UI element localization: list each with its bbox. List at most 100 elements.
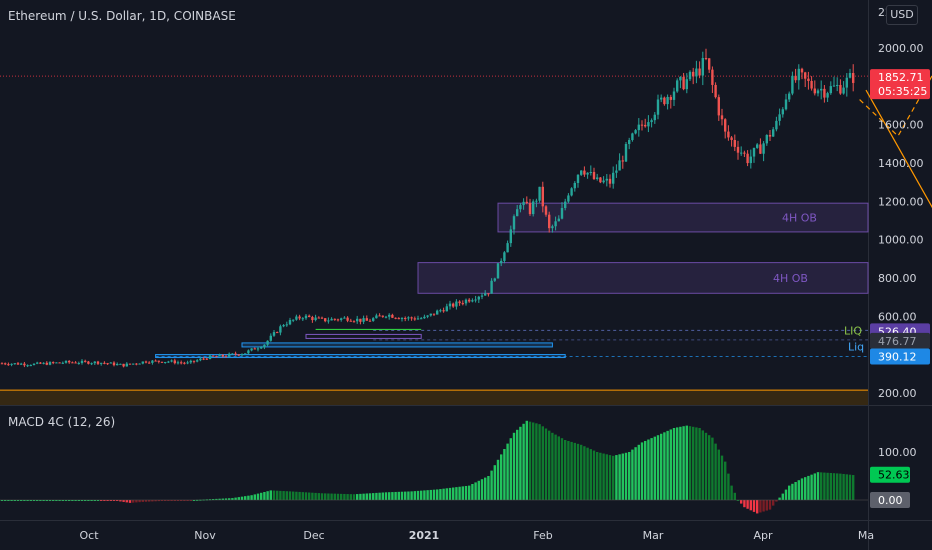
candle-body xyxy=(205,358,208,360)
candle-body xyxy=(516,209,519,217)
candle-body xyxy=(484,293,487,296)
candle-body xyxy=(64,360,68,363)
candle-body xyxy=(356,318,359,322)
candle-body xyxy=(103,362,106,364)
candle-body xyxy=(688,71,692,80)
candle-body xyxy=(304,315,308,319)
candle-body xyxy=(202,358,205,360)
macd-bar xyxy=(256,493,260,500)
macd-bar xyxy=(832,473,836,500)
candle-body xyxy=(509,229,512,244)
macd-histogram xyxy=(0,420,855,514)
candle-body xyxy=(20,363,23,365)
macd-bar xyxy=(388,492,391,500)
macd-bar xyxy=(260,492,263,500)
macd-bar xyxy=(340,493,343,500)
candle-body xyxy=(724,119,727,132)
candle-body xyxy=(468,299,471,302)
macd-bar xyxy=(269,490,272,500)
macd-bar xyxy=(516,429,519,500)
candle-body xyxy=(116,363,119,366)
macd-zero-badge xyxy=(870,492,910,508)
macd-bar xyxy=(592,450,596,500)
candle-body xyxy=(637,124,640,131)
candle-body xyxy=(845,77,848,88)
candle-body xyxy=(397,318,400,320)
liq-price-badge-text: 476.77 xyxy=(878,335,917,348)
candle-body xyxy=(794,75,797,81)
candle-body xyxy=(701,58,704,76)
currency-selector[interactable]: USD xyxy=(886,5,918,25)
macd-bar xyxy=(720,455,724,500)
macd-bar xyxy=(778,497,781,500)
macd-bar xyxy=(618,454,621,500)
candle-body xyxy=(730,137,733,140)
macd-bar xyxy=(282,491,285,500)
macd-bar xyxy=(253,494,256,500)
macd-bar xyxy=(538,424,541,500)
candles xyxy=(0,48,855,368)
macd-bar xyxy=(240,496,244,500)
macd-bar xyxy=(458,486,461,500)
candle-body xyxy=(452,303,455,307)
candle-body xyxy=(282,325,285,327)
candle-body xyxy=(199,358,202,361)
macd-bar xyxy=(698,428,701,500)
candle-body xyxy=(346,317,349,321)
macd-bar xyxy=(564,440,567,500)
macd-bar xyxy=(506,443,509,500)
macd-bar xyxy=(487,476,490,500)
candle-body xyxy=(570,188,573,196)
candle-body xyxy=(717,97,720,116)
macd-bar xyxy=(759,500,762,513)
macd-bar xyxy=(644,440,647,500)
candle-body xyxy=(128,363,132,365)
candle-body xyxy=(269,335,272,341)
macd-bar xyxy=(525,420,528,500)
candle-body xyxy=(400,318,404,320)
macd-bar xyxy=(599,452,602,500)
candle-body xyxy=(196,360,199,362)
macd-bar xyxy=(653,436,656,500)
macd-bar xyxy=(567,440,570,500)
candle-body xyxy=(768,134,772,137)
candle-body xyxy=(493,278,496,281)
candle-body xyxy=(352,321,356,323)
candle-body xyxy=(439,310,442,312)
candle-body xyxy=(829,86,832,94)
candle-body xyxy=(423,316,426,319)
macd-bar xyxy=(676,427,679,500)
candle-body xyxy=(327,320,330,322)
macd-bar xyxy=(660,433,663,500)
candle-body xyxy=(192,360,196,362)
candle-body xyxy=(173,360,176,364)
macd-bar xyxy=(423,490,426,500)
candle-body xyxy=(733,139,736,147)
candle-body xyxy=(375,315,378,319)
candle-body xyxy=(189,360,192,363)
macd-bar xyxy=(362,493,365,500)
macd-bar xyxy=(221,498,224,500)
macd-bar xyxy=(237,497,240,500)
macd-bar xyxy=(266,491,269,500)
candle-body xyxy=(295,316,298,320)
macd-bar xyxy=(765,500,768,511)
macd-bar xyxy=(228,498,231,500)
macd-bar xyxy=(445,488,448,500)
macd-bar xyxy=(359,493,362,500)
candle-body xyxy=(448,303,452,307)
candle-body xyxy=(93,361,96,364)
macd-bar xyxy=(663,432,666,500)
macd-bar xyxy=(320,493,324,500)
projection-path xyxy=(865,89,932,209)
candle-body xyxy=(10,363,13,365)
candle-body xyxy=(109,362,112,364)
macd-bar xyxy=(509,438,512,500)
macd-bar xyxy=(455,487,458,500)
candle-body xyxy=(330,318,333,321)
macd-bar xyxy=(573,442,576,500)
candle-body xyxy=(292,319,295,321)
candle-body xyxy=(660,97,663,100)
liq-price-badge xyxy=(870,348,930,365)
